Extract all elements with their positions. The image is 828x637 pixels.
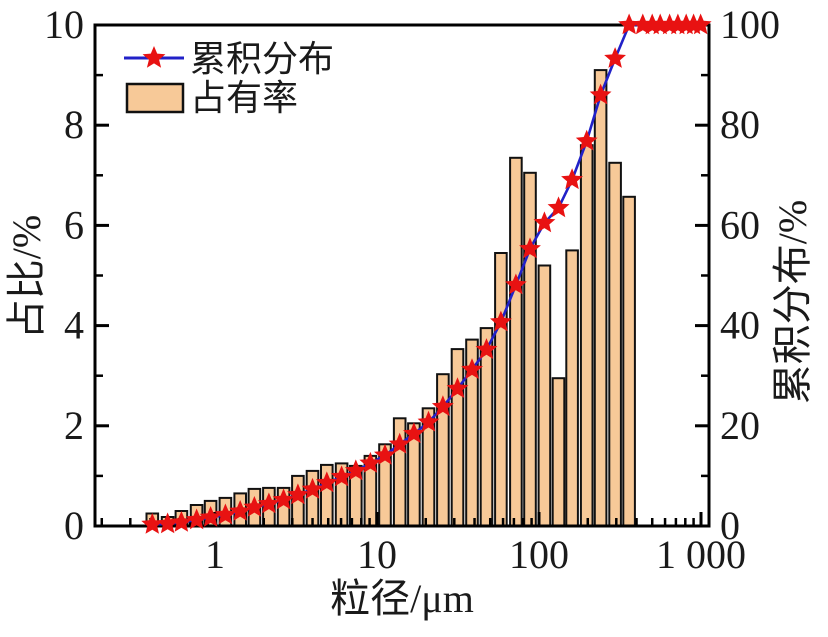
star-marker bbox=[243, 496, 266, 517]
star-marker bbox=[446, 377, 469, 398]
star-marker bbox=[461, 358, 483, 379]
star-marker bbox=[374, 443, 396, 465]
x-tick-label: 100 bbox=[509, 532, 569, 577]
star-marker bbox=[604, 47, 626, 68]
y-left-tick-label: 8 bbox=[64, 102, 84, 147]
cumulative-line-series bbox=[141, 13, 712, 534]
star-marker bbox=[214, 503, 237, 525]
star-marker bbox=[257, 492, 280, 514]
star-marker bbox=[490, 310, 512, 332]
star-marker bbox=[272, 488, 295, 510]
legend-label-share: 占有率 bbox=[190, 78, 298, 118]
star-marker bbox=[475, 338, 498, 359]
star-marker bbox=[359, 451, 382, 473]
star-marker bbox=[575, 129, 598, 151]
y-left-tick-label: 2 bbox=[64, 403, 84, 448]
star-marker bbox=[403, 422, 425, 444]
bar bbox=[523, 171, 537, 528]
y-left-tick-label: 6 bbox=[64, 202, 84, 247]
y-left-axis-title: 占比/% bbox=[4, 215, 49, 339]
star-marker bbox=[547, 196, 570, 218]
star-marker bbox=[519, 237, 541, 259]
star-marker bbox=[344, 459, 367, 481]
x-tick-label: 10 bbox=[357, 532, 397, 577]
star-marker bbox=[431, 395, 454, 417]
legend: 累积分布 占有率 bbox=[124, 39, 334, 118]
star-marker bbox=[505, 273, 527, 295]
bar bbox=[479, 327, 494, 527]
y-right-tick-label: 20 bbox=[720, 403, 760, 448]
bar bbox=[509, 156, 523, 528]
y-left-tick-label: 0 bbox=[64, 503, 84, 548]
x-axis-title: 粒径/μm bbox=[330, 576, 474, 621]
legend-star-icon bbox=[142, 46, 166, 68]
star-marker bbox=[199, 506, 222, 527]
y-right-tick-label: 60 bbox=[720, 202, 760, 247]
bar bbox=[579, 144, 594, 527]
x-tick-label: 1 bbox=[205, 532, 225, 577]
bar bbox=[537, 264, 552, 527]
bar bbox=[551, 377, 566, 528]
star-marker bbox=[388, 432, 411, 454]
bar bbox=[450, 348, 465, 527]
star-marker bbox=[417, 410, 440, 432]
star-marker bbox=[561, 168, 583, 190]
star-marker bbox=[229, 500, 252, 521]
star-marker bbox=[330, 465, 353, 487]
star-marker bbox=[689, 13, 712, 35]
bar bbox=[608, 161, 622, 528]
star-marker bbox=[170, 511, 193, 532]
y-right-tick-label: 80 bbox=[720, 102, 760, 147]
y-left-tick-label: 10 bbox=[44, 2, 84, 47]
y-left-tick-label: 4 bbox=[64, 303, 84, 348]
legend-bar-swatch bbox=[125, 82, 185, 114]
bar bbox=[565, 249, 579, 527]
y-right-tick-label: 0 bbox=[720, 503, 740, 548]
bar bbox=[622, 195, 636, 528]
bar bbox=[494, 252, 508, 527]
star-marker bbox=[156, 512, 179, 534]
legend-label-cumulative: 累积分布 bbox=[190, 39, 334, 79]
star-marker bbox=[533, 211, 556, 233]
y-right-axis-title: 累积分布/% bbox=[770, 200, 815, 404]
star-marker bbox=[141, 513, 164, 534]
x-tick-label: 1 000 bbox=[656, 532, 746, 577]
plot-frame bbox=[93, 23, 711, 528]
star-marker bbox=[287, 483, 309, 505]
star-marker bbox=[315, 471, 338, 493]
star-marker bbox=[185, 508, 208, 530]
y-right-tick-label: 100 bbox=[720, 2, 780, 47]
y-right-tick-label: 40 bbox=[720, 303, 760, 348]
star-marker bbox=[589, 83, 612, 105]
star-marker bbox=[618, 13, 641, 35]
star-marker bbox=[301, 477, 324, 499]
